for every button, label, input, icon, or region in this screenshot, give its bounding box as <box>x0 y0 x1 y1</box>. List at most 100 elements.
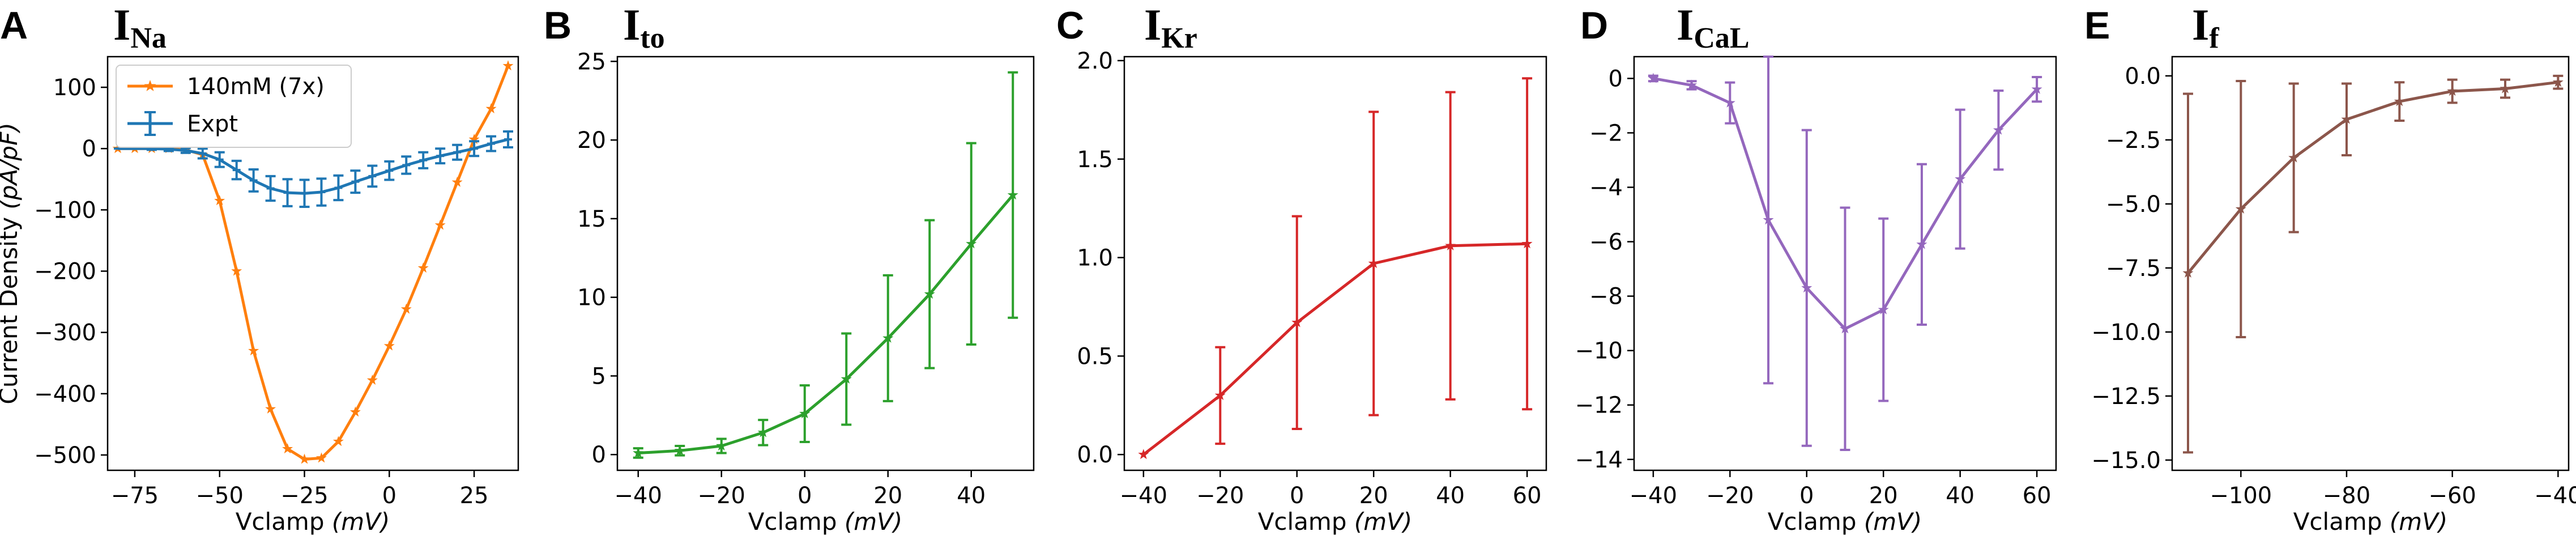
panel-letter-d: D <box>1580 4 1608 47</box>
x-tick-label-e-0: −100 <box>2210 483 2272 509</box>
data-point-b-0-0 <box>633 447 644 458</box>
x-tick-label-d-4: 40 <box>1946 483 1974 509</box>
plot-frame-a <box>106 56 519 471</box>
ticks-e: −100 −80 −60 −40 −15.0 −12.5 −10.0 −7.5 −5.0 −2.5… <box>2091 63 2576 509</box>
y-tick-label-a-0: −500 <box>34 443 96 469</box>
y-tick-label-c-3: 1.5 <box>1077 147 1113 173</box>
y-tick-label-c-1: 0.5 <box>1077 343 1113 369</box>
data-point-a-0-10 <box>282 443 293 454</box>
data-point-b-0-1 <box>674 445 685 456</box>
plot-frame-c <box>1123 56 1547 471</box>
data-point-b-0-5 <box>841 373 852 384</box>
data-point-c-0-1 <box>1214 389 1226 400</box>
x-axis-label-a: Vclamp (mV) <box>236 508 390 535</box>
data-point-e-0-4 <box>2394 96 2405 107</box>
x-tick-label-a-3: 0 <box>382 483 396 509</box>
x-tick-label-d-0: −40 <box>1630 483 1677 509</box>
y-tick-label-b-4: 20 <box>577 127 606 154</box>
x-tick-label-a-0: −75 <box>111 483 159 509</box>
y-tick-label-a-3: −200 <box>34 259 96 285</box>
data-point-a-0-9 <box>265 403 276 414</box>
panel-title-a: INa <box>113 0 167 54</box>
x-tick-label-c-0: −40 <box>1120 483 1167 509</box>
data-point-a-0-23 <box>502 60 514 71</box>
x-tick-label-a-1: −50 <box>196 483 244 509</box>
y-tick-label-e-5: −2.5 <box>2106 127 2161 154</box>
data-point-d-0-6 <box>1878 304 1889 314</box>
data-point-a-0-14 <box>349 406 361 417</box>
data-point-a-0-11 <box>299 453 310 464</box>
data-point-e-0-6 <box>2500 83 2511 93</box>
x-tick-label-b-3: 20 <box>873 483 902 509</box>
data-point-c-0-2 <box>1291 317 1303 328</box>
y-tick-label-c-4: 2.0 <box>1077 48 1113 74</box>
data-point-d-0-7 <box>1916 239 1927 249</box>
data-point-d-0-5 <box>1840 323 1850 334</box>
y-tick-label-a-1: −400 <box>34 381 96 407</box>
x-tick-label-b-0: −40 <box>615 483 662 509</box>
y-tick-label-d-7: 0 <box>1609 66 1623 92</box>
x-axis-label-c: Vclamp (mV) <box>1258 508 1413 535</box>
y-tick-label-e-3: −7.5 <box>2106 256 2161 282</box>
series-line-c-0 <box>1142 242 1528 456</box>
y-tick-label-d-4: −6 <box>1589 229 1623 256</box>
data-point-d-0-9 <box>1993 124 2004 135</box>
panel-c: C IKr −40 −20 0 20 40 60 0.0 0.5 1.0 1.5 2.0 Vclam… <box>1056 0 1547 535</box>
data-point-d-0-0 <box>1648 73 1659 83</box>
legend-label-expt-a: Expt <box>187 111 238 137</box>
x-axis-label-d: Vclamp (mV) <box>1768 508 1922 535</box>
data-point-e-0-0 <box>2182 267 2194 278</box>
y-tick-label-b-1: 5 <box>592 363 606 389</box>
y-tick-label-d-1: −12 <box>1575 393 1623 419</box>
data-point-d-0-8 <box>1955 173 1966 184</box>
data-point-d-0-2 <box>1724 97 1735 108</box>
x-tick-label-a-2: −25 <box>280 483 328 509</box>
panel-title-d: ICaL <box>1677 0 1750 54</box>
data-point-a-0-6 <box>214 195 225 206</box>
legend-star-marker-a <box>144 80 156 91</box>
panel-a: A INa −75 −50 −25 0 25−500−400−300−200−10001… <box>0 0 519 535</box>
plot-marks-e <box>2182 74 2564 454</box>
y-tick-label-d-6: −2 <box>1589 120 1623 146</box>
x-tick-label-c-1: −20 <box>1196 483 1244 509</box>
plot-marks-c <box>1138 77 1533 460</box>
y-tick-label-c-2: 1.0 <box>1077 245 1113 271</box>
y-tick-label-b-3: 15 <box>577 206 606 232</box>
y-tick-label-c-0: 0.0 <box>1077 442 1113 468</box>
data-point-a-0-22 <box>485 103 497 113</box>
data-point-b-0-8 <box>966 238 977 249</box>
data-point-e-0-5 <box>2447 86 2458 96</box>
x-tick-label-d-3: 20 <box>1869 483 1898 509</box>
legend-swatch-expt-a <box>127 111 173 136</box>
x-tick-label-b-4: 40 <box>957 483 986 509</box>
data-point-c-0-4 <box>1445 240 1456 250</box>
data-point-a-0-21 <box>468 134 480 144</box>
plot-frame-d <box>1633 56 2057 471</box>
data-point-b-0-2 <box>716 440 727 451</box>
panel-letter-a: A <box>0 4 28 47</box>
ticks-b: −40 −20 0 20 40 0 5 10 15 20 25 <box>577 49 986 509</box>
data-point-c-0-3 <box>1368 258 1379 269</box>
y-tick-label-e-2: −10.0 <box>2091 320 2161 346</box>
plot-frame-b <box>616 56 1035 471</box>
panel-title-e: If <box>2192 0 2219 54</box>
x-tick-label-d-5: 60 <box>2023 483 2052 509</box>
y-tick-label-a-6: 100 <box>53 75 96 101</box>
data-point-d-0-3 <box>1763 214 1774 225</box>
x-tick-label-d-2: 0 <box>1799 483 1814 509</box>
data-point-a-0-17 <box>400 303 412 314</box>
y-tick-label-d-3: −8 <box>1589 284 1623 310</box>
data-point-e-0-1 <box>2235 203 2246 214</box>
y-tick-label-a-2: −300 <box>34 320 96 346</box>
data-point-c-0-5 <box>1521 238 1533 249</box>
plot-marks-a <box>112 60 514 464</box>
panel-letter-b: B <box>544 4 572 47</box>
data-point-b-0-4 <box>799 408 811 419</box>
x-tick-label-c-4: 40 <box>1436 483 1465 509</box>
x-tick-label-b-2: 0 <box>797 483 812 509</box>
data-point-b-0-9 <box>1007 189 1018 200</box>
data-point-a-0-8 <box>248 345 259 356</box>
data-point-a-0-20 <box>451 176 463 187</box>
y-tick-label-d-0: −14 <box>1575 447 1623 473</box>
panel-letter-e: E <box>2084 4 2110 47</box>
